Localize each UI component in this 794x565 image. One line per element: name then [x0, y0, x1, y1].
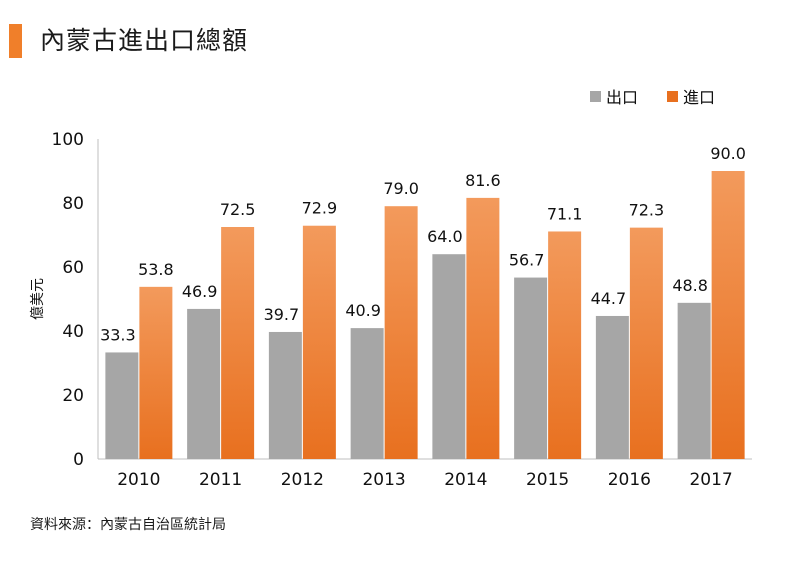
legend-label-import: 進口	[683, 88, 715, 107]
chart-title: 內蒙古進出口總額	[40, 26, 249, 55]
x-tick-label: 2013	[362, 470, 405, 490]
y-tick-label: 80	[62, 194, 84, 214]
y-tick-label: 60	[62, 258, 84, 278]
bar-import	[221, 227, 255, 459]
y-tick-label: 40	[62, 322, 84, 342]
bar-import	[302, 225, 336, 459]
bar-export	[514, 277, 548, 459]
source-note: 資料來源：內蒙古自治區統計局	[30, 517, 226, 533]
bars	[105, 171, 745, 459]
data-label-import: 72.5	[220, 200, 256, 219]
x-tick-label: 2012	[281, 470, 324, 490]
legend: 出口 進口	[590, 88, 715, 107]
y-tick-label: 0	[73, 450, 84, 470]
x-tick-label: 2016	[608, 470, 651, 490]
title-accent-bar	[9, 24, 22, 58]
x-tick-label: 2010	[117, 470, 160, 490]
x-tick-label: 2015	[526, 470, 569, 490]
data-label-export: 39.7	[264, 305, 300, 324]
bar-chart: 0 20 40 60 80 100 億美元 2010 2011 2012 2013 2014 2015 2…	[30, 88, 752, 490]
data-label-export: 48.8	[672, 276, 708, 295]
data-label-import: 79.0	[383, 179, 419, 198]
data-labels: 33.3 53.8 46.9 72.5 39.7 72.9 40.9 79.0 64.0 81.6…	[100, 144, 746, 344]
legend-swatch-export	[590, 91, 601, 102]
data-label-export: 44.7	[591, 289, 627, 308]
legend-label-export: 出口	[606, 88, 638, 107]
data-label-import: 81.6	[465, 171, 501, 190]
y-axis-label: 億美元	[30, 278, 46, 320]
data-label-export: 33.3	[100, 325, 136, 344]
axes: 0 20 40 60 80 100 億美元 2010 2011 2012 2013 2014 2015 2…	[30, 130, 752, 490]
bar-export	[677, 302, 711, 459]
bar-import	[384, 206, 418, 459]
bar-import	[629, 227, 663, 459]
data-label-import: 90.0	[710, 144, 746, 163]
data-label-export: 56.7	[509, 251, 545, 270]
bar-import	[548, 231, 582, 459]
bar-export	[105, 352, 139, 459]
bar-import	[466, 197, 500, 459]
bar-import	[139, 286, 173, 459]
data-label-import: 53.8	[138, 260, 174, 279]
bar-export	[595, 315, 629, 459]
bar-import	[711, 171, 745, 459]
y-tick-label: 20	[62, 386, 84, 406]
data-label-import: 72.3	[629, 201, 665, 220]
x-tick-label: 2011	[199, 470, 242, 490]
bar-export	[187, 308, 221, 459]
bar-export	[432, 254, 466, 459]
data-label-import: 71.1	[547, 204, 583, 223]
data-label-import: 72.9	[302, 199, 338, 218]
y-tick-label: 100	[52, 130, 84, 150]
legend-swatch-import	[667, 91, 678, 102]
data-label-export: 40.9	[345, 301, 381, 320]
x-tick-label: 2017	[689, 470, 732, 490]
x-tick-label: 2014	[444, 470, 487, 490]
bar-export	[268, 331, 302, 459]
data-label-export: 46.9	[182, 282, 218, 301]
data-label-export: 64.0	[427, 227, 463, 246]
bar-export	[350, 328, 384, 459]
